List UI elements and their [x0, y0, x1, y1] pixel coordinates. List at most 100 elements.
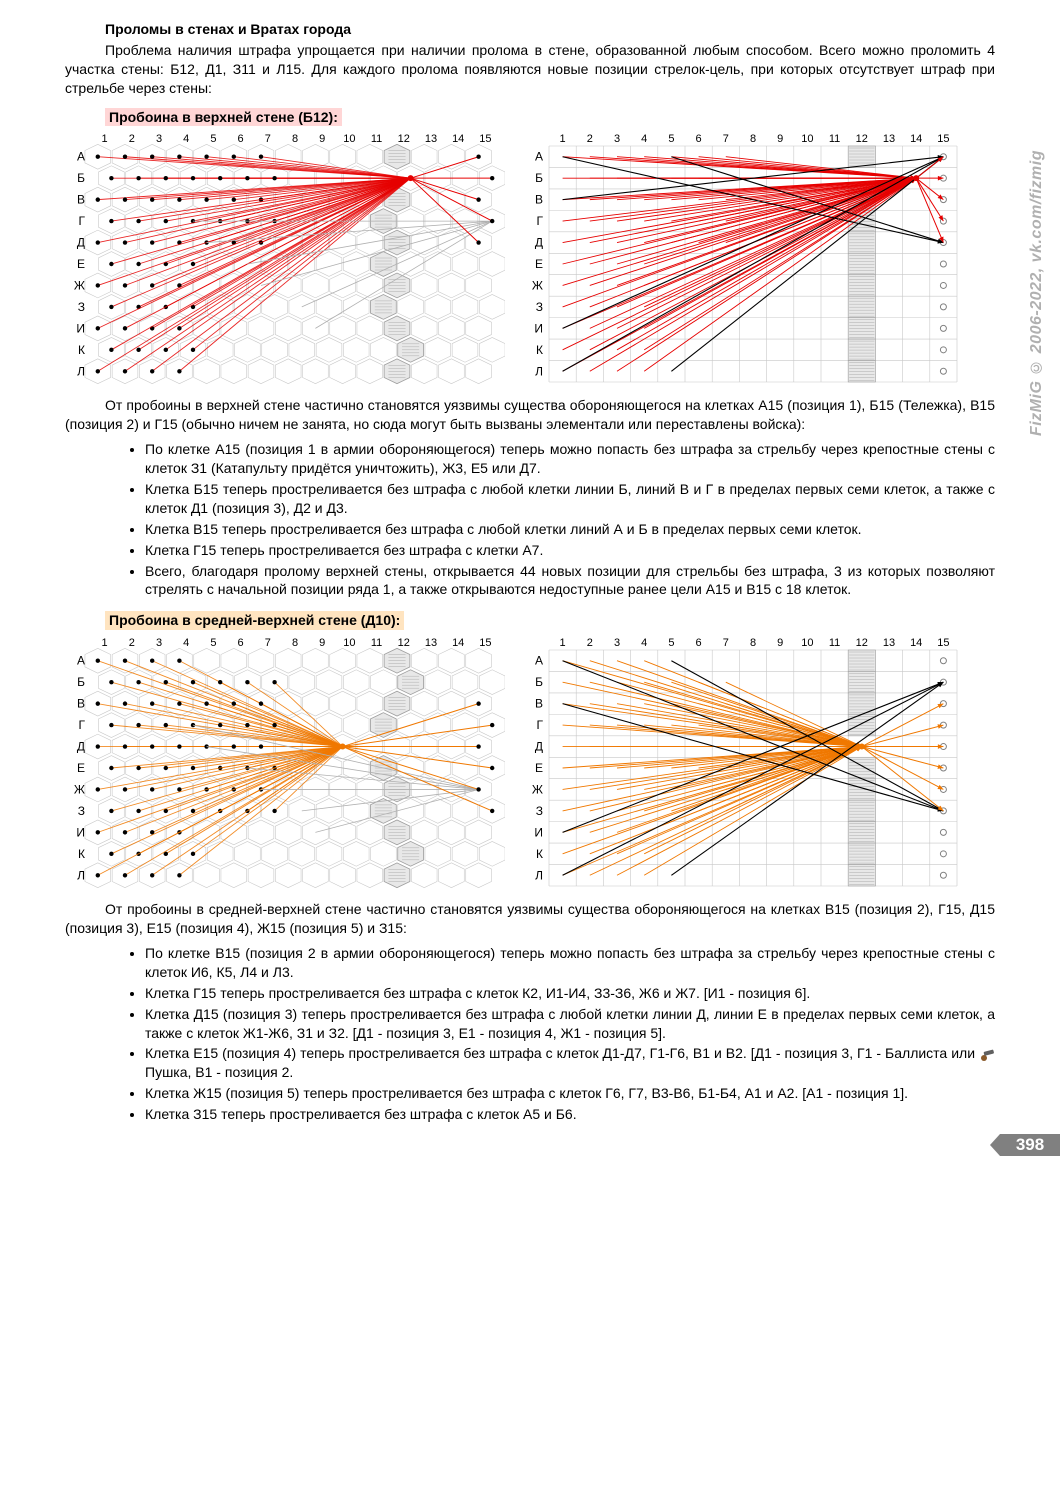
svg-text:12: 12 [856, 133, 868, 145]
chart1-row: 123456789101112131415АБВГДЕЖЗИКЛ 1234567… [65, 128, 995, 388]
svg-text:7: 7 [265, 637, 271, 649]
list-item: Клетка Е15 (позиция 4) теперь прострелив… [145, 1044, 995, 1082]
svg-text:4: 4 [641, 637, 647, 649]
svg-text:12: 12 [398, 637, 410, 649]
svg-text:15: 15 [937, 637, 949, 649]
svg-text:Д: Д [535, 236, 543, 250]
svg-text:8: 8 [750, 637, 756, 649]
svg-text:Л: Л [77, 869, 85, 883]
svg-text:В: В [535, 193, 543, 207]
svg-text:9: 9 [319, 637, 325, 649]
svg-text:13: 13 [425, 133, 437, 145]
list-item: Клетка В15 теперь простреливается без шт… [145, 520, 995, 539]
svg-text:И: И [76, 322, 85, 336]
svg-text:2: 2 [129, 133, 135, 145]
svg-text:В: В [77, 697, 85, 711]
svg-text:5: 5 [668, 133, 674, 145]
svg-text:Б: Б [77, 172, 85, 186]
svg-text:3: 3 [156, 133, 162, 145]
svg-text:8: 8 [750, 133, 756, 145]
chart2-row: 123456789101112131415АБВГДЕЖЗИКЛ 1234567… [65, 632, 995, 892]
svg-text:Г: Г [537, 718, 544, 732]
svg-text:З: З [536, 804, 543, 818]
svg-text:Д: Д [535, 740, 543, 754]
svg-text:Ж: Ж [74, 279, 85, 293]
svg-text:11: 11 [829, 637, 840, 649]
svg-text:13: 13 [883, 637, 895, 649]
svg-text:К: К [78, 343, 85, 357]
svg-text:2: 2 [129, 637, 135, 649]
chart2-hex: 123456789101112131415АБВГДЕЖЗИКЛ [65, 632, 505, 892]
intro-paragraph: Проблема наличия штрафа упрощается при н… [65, 41, 995, 98]
svg-text:З: З [78, 300, 85, 314]
svg-text:Б: Б [535, 172, 543, 186]
list2: По клетке В15 (позиция 2 в армии обороня… [65, 944, 995, 1124]
svg-text:398: 398 [1016, 1135, 1044, 1154]
svg-text:З: З [78, 804, 85, 818]
svg-text:Л: Л [535, 365, 543, 379]
para2: От пробоины в средней-верхней стене част… [65, 900, 995, 938]
svg-text:1: 1 [560, 133, 566, 145]
svg-text:Е: Е [77, 257, 85, 271]
list-item: Клетка Г15 теперь простреливается без шт… [145, 984, 995, 1003]
svg-text:11: 11 [371, 637, 382, 649]
svg-text:3: 3 [156, 637, 162, 649]
list-item: Клетка Г15 теперь простреливается без шт… [145, 541, 995, 560]
cannon-icon [979, 1048, 995, 1062]
svg-text:И: И [534, 826, 543, 840]
svg-text:4: 4 [183, 637, 189, 649]
svg-text:6: 6 [238, 637, 244, 649]
list-item: Клетка Б15 теперь простреливается без шт… [145, 480, 995, 518]
svg-text:Ж: Ж [532, 279, 543, 293]
svg-text:13: 13 [883, 133, 895, 145]
svg-text:15: 15 [479, 133, 491, 145]
svg-text:Д: Д [77, 236, 85, 250]
list-item: По клетке А15 (позиция 1 в армии обороня… [145, 440, 995, 478]
svg-text:14: 14 [910, 133, 922, 145]
svg-text:13: 13 [425, 637, 437, 649]
svg-text:7: 7 [265, 133, 271, 145]
svg-text:5: 5 [210, 637, 216, 649]
svg-text:4: 4 [641, 133, 647, 145]
svg-text:1: 1 [102, 637, 108, 649]
svg-text:З: З [536, 300, 543, 314]
list-item: Клетка З15 теперь простреливается без шт… [145, 1105, 995, 1124]
svg-text:Е: Е [77, 761, 85, 775]
svg-text:Г: Г [79, 718, 86, 732]
chart2-grid: 123456789101112131415АБВГДЕЖЗИКЛ [523, 632, 963, 892]
svg-text:В: В [77, 193, 85, 207]
svg-text:14: 14 [452, 637, 464, 649]
svg-text:Е: Е [535, 761, 543, 775]
svg-text:10: 10 [801, 133, 813, 145]
svg-text:10: 10 [801, 637, 813, 649]
svg-text:А: А [535, 654, 543, 668]
svg-text:1: 1 [102, 133, 108, 145]
svg-text:3: 3 [614, 133, 620, 145]
svg-text:14: 14 [910, 637, 922, 649]
svg-text:12: 12 [398, 133, 410, 145]
svg-text:И: И [76, 826, 85, 840]
svg-text:7: 7 [723, 133, 729, 145]
svg-text:6: 6 [696, 637, 702, 649]
svg-text:Д: Д [77, 740, 85, 754]
list-item: Клетка Д15 (позиция 3) теперь прострелив… [145, 1005, 995, 1043]
svg-text:5: 5 [210, 133, 216, 145]
list-item: По клетке В15 (позиция 2 в армии обороня… [145, 944, 995, 982]
svg-text:14: 14 [452, 133, 464, 145]
svg-text:15: 15 [479, 637, 491, 649]
svg-text:8: 8 [292, 637, 298, 649]
svg-text:И: И [534, 322, 543, 336]
svg-text:8: 8 [292, 133, 298, 145]
svg-text:5: 5 [668, 637, 674, 649]
watermark-text: FizMiG © 2006-2022, vk.com/fizmig [1026, 150, 1048, 436]
svg-text:Г: Г [79, 215, 86, 229]
svg-text:6: 6 [238, 133, 244, 145]
section-title: Проломы в стенах и Вратах города [105, 20, 995, 39]
svg-text:Е: Е [535, 257, 543, 271]
para1: От пробоины в верхней стене частично ста… [65, 396, 995, 434]
svg-text:Ж: Ж [532, 783, 543, 797]
svg-text:10: 10 [343, 637, 355, 649]
svg-text:А: А [77, 654, 85, 668]
svg-text:6: 6 [696, 133, 702, 145]
svg-text:10: 10 [343, 133, 355, 145]
